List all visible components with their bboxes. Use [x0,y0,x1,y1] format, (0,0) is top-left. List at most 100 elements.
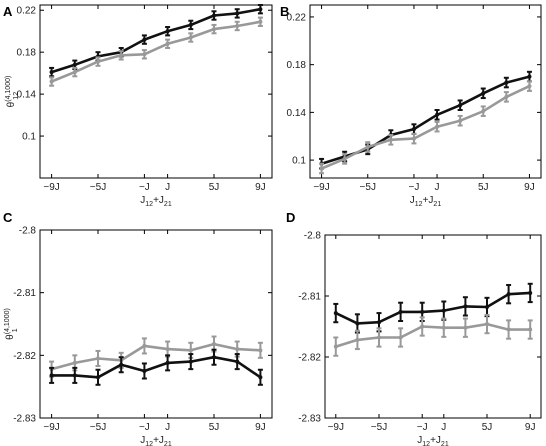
y-axis-label: θ(4,1000)12 [5,76,20,108]
series-0 [333,282,533,334]
data-point [212,342,216,347]
series-line [51,342,261,371]
data-point [165,360,170,365]
data-point [420,324,425,329]
data-point [188,348,193,353]
series-0 [49,335,263,378]
panel-a: A0.10.140.180.22−9J −5J −J J 5J 9JJ12+J21θ(4,… [3,4,273,208]
x-axis-label-subscript: 21 [164,201,172,208]
data-point [342,156,347,161]
data-point [485,304,489,309]
y-tick-label: -2.8 [304,231,322,242]
series-line [51,20,261,83]
x-tick-label: −5J [90,422,106,433]
data-point [504,94,509,99]
series-line [51,355,262,379]
data-point [481,109,486,114]
data-point [527,74,532,79]
plot-frame [324,234,542,419]
x-tick-label: −9J [43,422,59,433]
data-point [119,362,124,367]
data-point [258,375,263,380]
y-tick-label: 0.22 [287,12,307,23]
x-axis-label: J12+J21 [140,435,172,446]
data-point [258,7,263,12]
y-tick-label: 0.18 [287,60,307,71]
data-point [235,359,240,364]
y-axis-label-superscript: (4,1000) [5,76,12,102]
data-point [377,320,381,325]
series-line [321,75,530,165]
data-point [258,19,263,24]
data-point [504,80,509,85]
panel-label: D [286,210,295,225]
data-point [142,37,147,42]
data-point [333,344,338,349]
data-point [235,11,240,16]
data-point [235,347,240,352]
data-point [527,84,532,89]
x-tick-label: 5J [209,182,220,193]
data-point [142,343,147,348]
y-tick-label: -2.82 [298,353,321,364]
x-tick-label: −5J [360,182,376,193]
data-point [72,62,77,67]
x-axis-label-subscript: 12 [415,201,423,208]
x-axis-label-text: +J [153,435,164,446]
series-1 [49,348,263,386]
x-tick-label: J [441,422,446,433]
data-point [319,166,324,171]
x-axis-label-subscript: 21 [441,441,449,446]
panel-label: A [3,4,13,19]
panel-label: C [3,210,13,225]
x-tick-label: −J [139,422,150,433]
data-point [420,309,425,314]
data-point [441,308,446,313]
y-tick-label: -2.83 [298,414,321,425]
y-tick-label: -2.82 [13,351,36,362]
data-point [212,27,216,32]
x-tick-label: −5J [90,182,106,193]
y-tick-label: -2.81 [13,288,36,299]
x-tick-label: 9J [255,422,266,433]
x-axis-label: J12+J21 [417,435,449,446]
x-tick-label: 5J [209,422,220,433]
data-point [142,369,147,373]
x-axis-label-subscript: 12 [422,441,430,446]
x-tick-label: −9J [313,182,329,193]
data-point [142,52,147,57]
data-point [398,309,403,314]
x-axis-label: J12+J21 [140,195,172,208]
plot-frame [39,4,273,179]
series-0 [319,70,532,170]
x-axis-label-text: J [140,195,145,206]
plot-frame [309,4,542,179]
data-point [435,112,440,117]
y-axis-label-text: θ [6,101,17,107]
x-axis-label-subscript: 12 [145,201,153,208]
data-point [435,124,440,129]
series-line [321,84,531,170]
y-axis-label-subscript: 1 [12,328,19,332]
data-point [463,325,468,330]
data-point [333,311,338,316]
data-point [212,355,216,360]
data-point [72,70,77,75]
data-point [235,23,240,28]
x-tick-label: J [165,182,170,193]
y-tick-label: 0.1 [292,156,306,167]
data-point [188,22,193,27]
data-point [506,327,511,332]
data-point [72,373,77,378]
series-1 [319,80,532,175]
y-axis-label-subscript: 12 [13,92,20,100]
data-point [463,304,468,309]
data-point [355,337,360,342]
data-point [96,375,100,380]
plot-frame [39,229,273,419]
y-tick-label: 0.14 [17,90,37,101]
y-tick-label: -2.8 [19,226,37,237]
data-point [165,347,170,352]
